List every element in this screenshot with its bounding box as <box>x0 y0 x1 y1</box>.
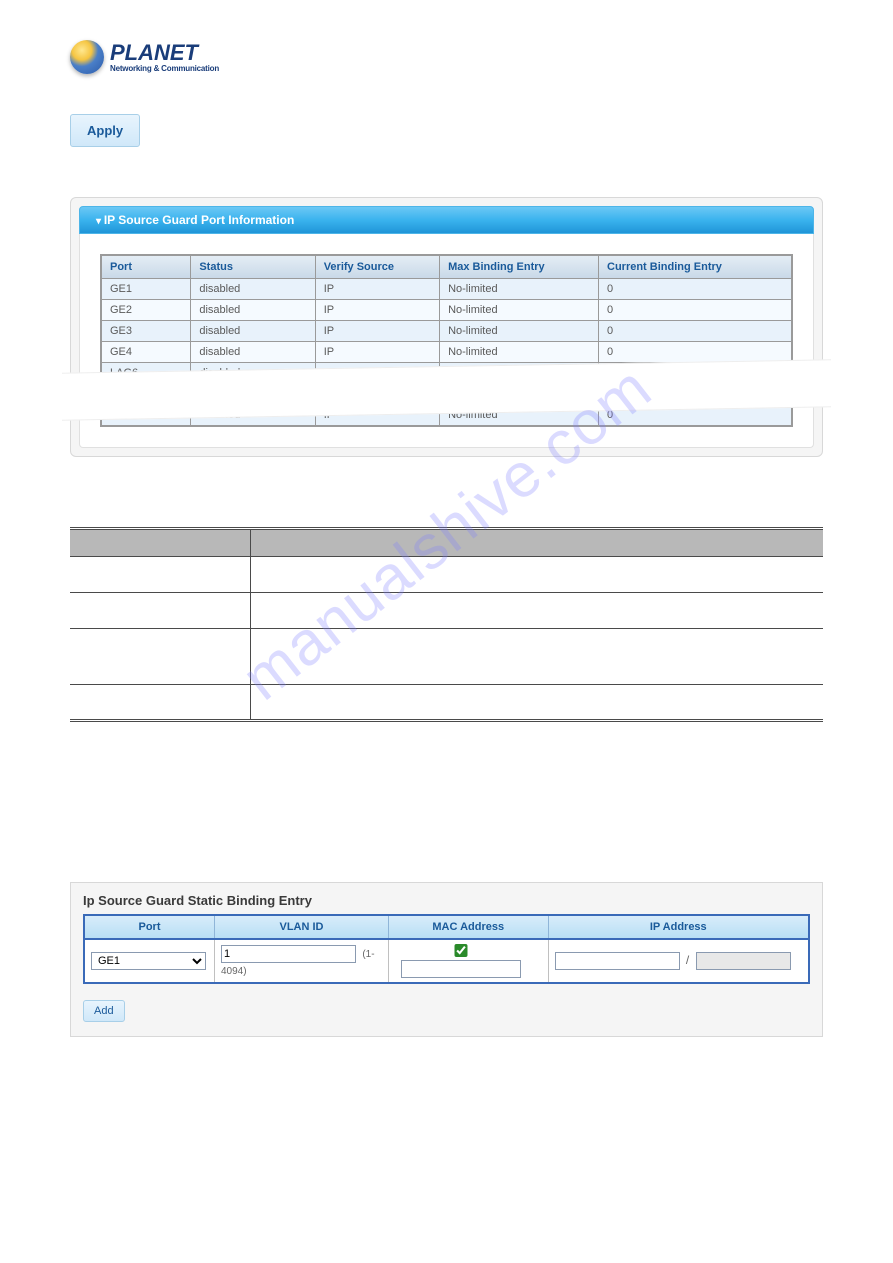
desc-cell <box>70 629 251 685</box>
port-select[interactable]: GE1 <box>91 952 206 970</box>
table-cell: GE2 <box>101 300 191 321</box>
col-maxbind: Max Binding Entry <box>440 255 599 279</box>
desc-cell <box>70 593 251 629</box>
logo-globe-icon <box>70 40 104 74</box>
col-status: Status <box>191 255 315 279</box>
ip-mask-input[interactable] <box>696 952 791 970</box>
logo-main: PLANET <box>110 42 219 64</box>
static-binding-title: Ip Source Guard Static Binding Entry <box>83 893 810 908</box>
table-cell: No-limited <box>440 300 599 321</box>
table-cell: disabled <box>191 300 315 321</box>
table-cell: No-limited <box>440 279 599 300</box>
table-cell: No-limited <box>440 342 599 363</box>
table-cell: disabled <box>191 321 315 342</box>
vlan-cell: (1-4094) <box>215 939 389 983</box>
table-cell: IP <box>315 321 439 342</box>
port-info-panel-body: Port Status Verify Source Max Binding En… <box>79 234 814 448</box>
table-cell: GE4 <box>101 342 191 363</box>
table-cell: 0 <box>599 279 793 300</box>
table-row: GE4disabledIPNo-limited0 <box>101 342 792 363</box>
ip-cell: / <box>548 939 809 983</box>
table-cell: 0 <box>599 300 793 321</box>
static-binding-table: Port VLAN ID MAC Address IP Address GE1 <box>83 914 810 984</box>
table-cell: No-limited <box>440 321 599 342</box>
apply-button[interactable]: Apply <box>70 114 140 147</box>
col-verify: Verify Source <box>315 255 439 279</box>
table-header-row: Port Status Verify Source Max Binding En… <box>101 255 792 279</box>
col-curbind: Current Binding Entry <box>599 255 793 279</box>
desc-cell <box>251 629 823 685</box>
logo-sub: Networking & Communication <box>110 64 219 73</box>
desc-cell <box>251 685 823 721</box>
col-port: Port <box>84 915 215 939</box>
desc-cell <box>70 685 251 721</box>
logo-text: PLANET Networking & Communication <box>110 42 219 73</box>
mac-checkbox[interactable] <box>401 944 521 957</box>
vlan-input[interactable] <box>221 945 356 963</box>
table-row: GE3disabledIPNo-limited0 <box>101 321 792 342</box>
port-info-panel: IP Source Guard Port Information Port St… <box>70 197 823 457</box>
table-cell: IP <box>315 279 439 300</box>
table-cell: 0 <box>599 321 793 342</box>
logo: PLANET Networking & Communication <box>70 40 823 74</box>
port-cell: GE1 <box>84 939 215 983</box>
port-info-panel-header[interactable]: IP Source Guard Port Information <box>79 206 814 234</box>
desc-header-left <box>70 529 251 557</box>
add-button[interactable]: Add <box>83 1000 125 1022</box>
desc-cell <box>251 557 823 593</box>
mac-input[interactable] <box>401 960 521 978</box>
table-cell: GE1 <box>101 279 191 300</box>
col-vlan: VLAN ID <box>215 915 389 939</box>
table-cell: disabled <box>191 279 315 300</box>
description-table <box>70 527 823 722</box>
mac-cell <box>389 939 549 983</box>
col-mac: MAC Address <box>389 915 549 939</box>
table-cell: disabled <box>191 342 315 363</box>
table-cell: 0 <box>599 342 793 363</box>
desc-header-right <box>251 529 823 557</box>
page-container: PLANET Networking & Communication Apply … <box>0 0 893 1077</box>
table-cell: GE3 <box>101 321 191 342</box>
desc-cell <box>70 557 251 593</box>
table-row: GE1disabledIPNo-limited0 <box>101 279 792 300</box>
table-cell: IP <box>315 342 439 363</box>
table-row: GE2disabledIPNo-limited0 <box>101 300 792 321</box>
desc-cell <box>251 593 823 629</box>
col-ip: IP Address <box>548 915 809 939</box>
col-port: Port <box>101 255 191 279</box>
table-cell: IP <box>315 300 439 321</box>
static-binding-panel: Ip Source Guard Static Binding Entry Por… <box>70 882 823 1037</box>
ip-separator: / <box>686 953 689 967</box>
ip-input[interactable] <box>555 952 680 970</box>
